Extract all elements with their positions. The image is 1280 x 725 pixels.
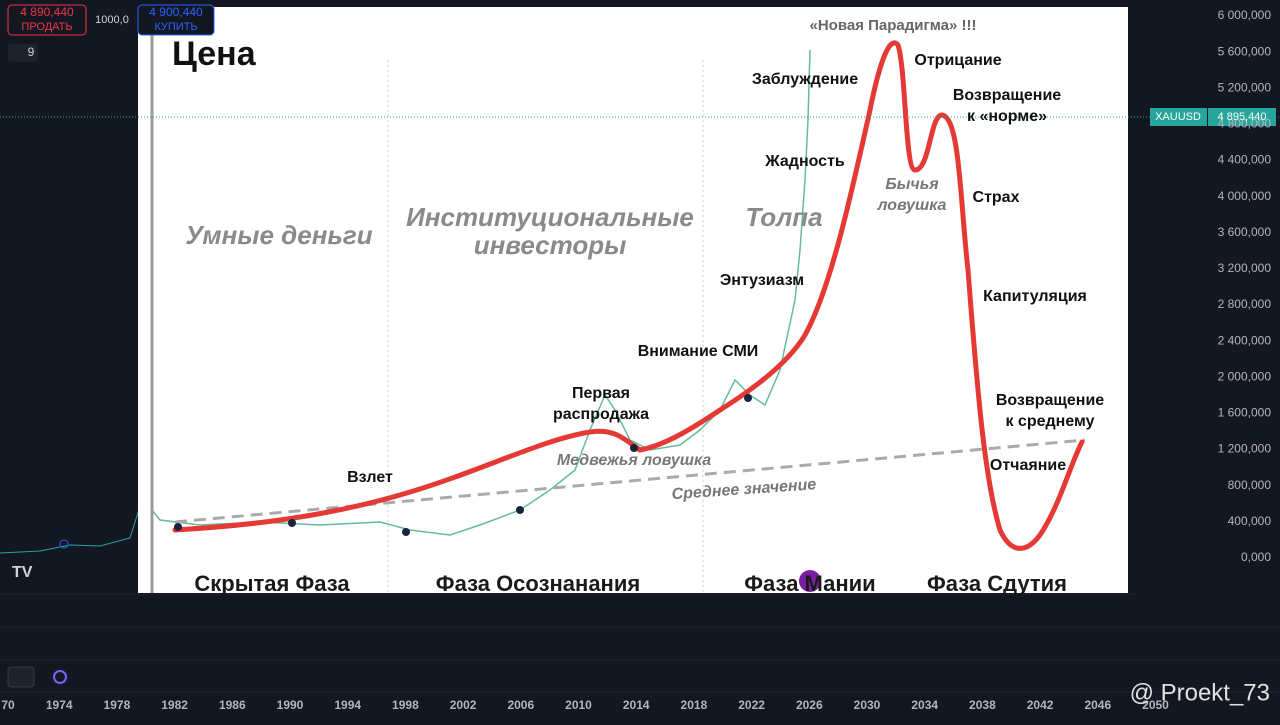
current-price: 4 895,440 (1218, 111, 1267, 123)
price-label: 400,000 (1228, 514, 1272, 528)
bubble-curve (172, 40, 1085, 551)
zone-label: Институциональные (406, 202, 694, 232)
zone-label: Умные деньги (185, 220, 372, 250)
price-label: 3 600,000 (1218, 225, 1272, 239)
collapse-button[interactable] (7, 666, 35, 688)
time-label: 70 (1, 698, 15, 712)
phase-label: Фаза Мании (744, 571, 875, 596)
sell-button[interactable] (7, 4, 87, 36)
buy-button[interactable] (137, 4, 215, 36)
time-label: 2006 (507, 698, 534, 712)
time-label: 1974 (46, 698, 73, 712)
price-tag (1208, 108, 1276, 126)
price-label: 6 000,000 (1218, 8, 1272, 22)
interval-button[interactable] (8, 44, 38, 62)
sell-label: ПРОДАТЬ (21, 21, 72, 33)
annotation: Бычья (885, 176, 939, 193)
time-label: 2042 (1027, 698, 1054, 712)
annotation: «Новая Парадигма» !!! (810, 17, 977, 34)
quantity: 1000,0 (95, 14, 129, 26)
annotation: Внимание СМИ (638, 343, 759, 360)
price-label: 2 400,000 (1218, 333, 1272, 347)
symbol: XAUUSD (1155, 111, 1201, 123)
time-label: 1986 (219, 698, 246, 712)
annotation: Первая (572, 385, 630, 402)
symbol-tag (1150, 108, 1207, 126)
annotation: Капитуляция (983, 288, 1087, 305)
overlay-title: Цена (172, 35, 257, 73)
annotation: Отрицание (914, 52, 1001, 69)
price-label: 1 600,000 (1218, 406, 1272, 420)
price-label: 4 000,000 (1218, 189, 1272, 203)
time-label: 2026 (796, 698, 823, 712)
annotation: Возвращение (996, 392, 1104, 409)
annotation: Отчаяние (990, 457, 1066, 474)
grid (0, 593, 1280, 693)
price-label: 800,000 (1228, 478, 1272, 492)
buy-label: КУПИТЬ (154, 21, 197, 33)
time-label: 2022 (738, 698, 765, 712)
price-label: 4 400,000 (1218, 153, 1272, 167)
time-label: 1998 (392, 698, 419, 712)
annotation: Жадность (764, 153, 845, 170)
time-label: 1978 (104, 698, 131, 712)
time-label: 2010 (565, 698, 592, 712)
annotation: Возвращение (953, 87, 1061, 104)
dots (174, 394, 752, 536)
buy-price: 4 900,440 (149, 5, 203, 19)
price-label: 5 200,000 (1218, 80, 1272, 94)
interval[interactable]: 9 (28, 45, 35, 59)
time-label: 2046 (1084, 698, 1111, 712)
logo: TV (12, 564, 33, 581)
event-marker (59, 539, 69, 549)
annotation: Энтузиазм (720, 272, 804, 289)
price-label: 5 600,000 (1218, 44, 1272, 58)
time-label: 2050 (1142, 698, 1169, 712)
watermark: @ Proekt_73 (1130, 679, 1270, 706)
price-label: 2 000,000 (1218, 369, 1272, 383)
annotation: Страх (973, 189, 1020, 206)
price-label: 0,000 (1241, 550, 1271, 564)
time-label: 1994 (334, 698, 361, 712)
zone-label: Толпа (745, 202, 822, 232)
time-label: 2002 (450, 698, 477, 712)
annotation: распродажа (553, 406, 649, 423)
overlay-image (138, 7, 1128, 593)
time-label: 1990 (277, 698, 304, 712)
annotation: к «норме» (967, 108, 1047, 125)
flash-icon[interactable] (799, 570, 821, 592)
candles (151, 49, 811, 536)
time-label: 2014 (623, 698, 650, 712)
time-label: 2030 (854, 698, 881, 712)
sync-icon[interactable] (53, 670, 67, 684)
time-label: 1982 (161, 698, 188, 712)
mean-line (174, 438, 1086, 524)
price-label: 4 800,000 (1218, 117, 1272, 131)
annotation: Заблуждение (752, 71, 858, 88)
price-label: 1 200,000 (1218, 442, 1272, 456)
time-label: 2034 (911, 698, 938, 712)
annotation: Медвежья ловушка (557, 452, 711, 469)
annotation: Взлет (347, 469, 393, 486)
time-label: 2038 (969, 698, 996, 712)
annotation: ловушка (877, 197, 947, 214)
price-label: 3 200,000 (1218, 261, 1272, 275)
price-label: 2 800,000 (1218, 297, 1272, 311)
sell-price: 4 890,440 (20, 5, 74, 19)
zone-label: инвесторы (474, 230, 627, 260)
time-label: 2018 (681, 698, 708, 712)
phase-label: Скрытая Фаза (194, 571, 350, 596)
phase-label: Фаза Сдутия (927, 571, 1067, 596)
annotation: к среднему (1005, 413, 1094, 430)
phase-label: Фаза Осознанания (436, 571, 640, 596)
